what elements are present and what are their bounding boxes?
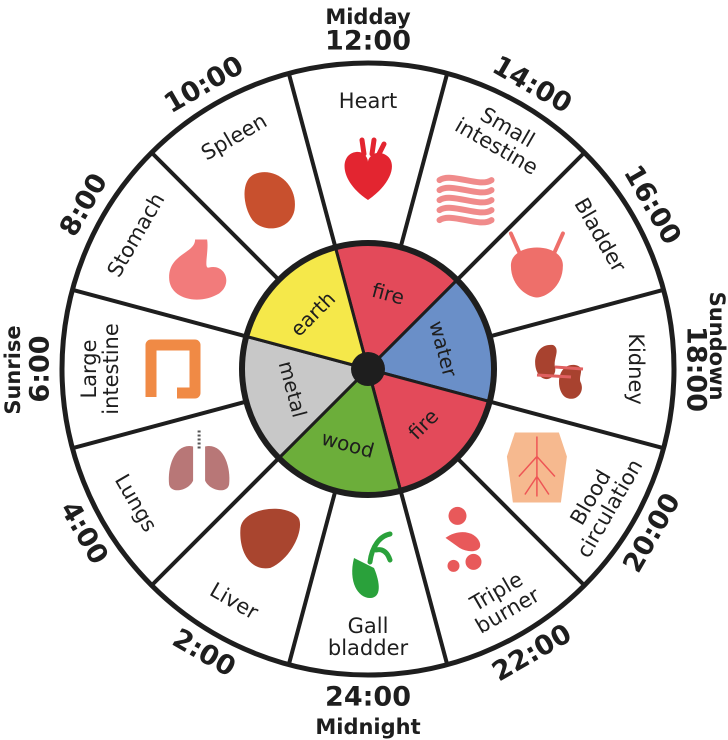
sundown-label: Sundown xyxy=(705,292,728,401)
sector-divider xyxy=(398,72,450,248)
sector-divider xyxy=(489,287,665,339)
center-hub xyxy=(351,352,385,386)
bladder-icon xyxy=(508,231,565,298)
large-intestine-icon xyxy=(145,339,201,399)
heart-icon xyxy=(344,137,392,200)
sector-divider xyxy=(398,490,450,666)
blood-circulation-icon xyxy=(506,432,567,503)
sector-divider xyxy=(71,287,247,339)
sector-divider xyxy=(286,72,338,248)
sector-divider xyxy=(455,456,586,587)
element-ring-border xyxy=(239,240,497,498)
small-intestine-icon xyxy=(436,174,495,226)
sector-divider xyxy=(286,490,338,666)
element-ring xyxy=(239,240,497,498)
sector-divider xyxy=(455,151,586,282)
sunrise-label: Sunrise xyxy=(1,325,25,414)
midday-label: Midday xyxy=(325,5,411,29)
midnight-label: Midnight xyxy=(315,715,420,739)
organ-label: Heart xyxy=(339,89,397,113)
sector-divider xyxy=(150,151,281,282)
organ-label: Gall bladder xyxy=(328,614,409,660)
triple-burner-icon xyxy=(445,506,482,572)
day-markers: Midday Midnight Sundown Sunrise xyxy=(1,5,728,739)
organ-icons xyxy=(145,137,584,598)
sector-divider xyxy=(71,399,247,451)
sector-divider xyxy=(150,456,281,587)
kidney-icon xyxy=(535,344,584,399)
lungs-icon xyxy=(168,430,230,491)
liver-icon xyxy=(240,508,301,569)
organ-label: Largeintestine xyxy=(77,323,123,415)
time-label: 12:00 xyxy=(325,26,411,57)
time-label: 18:00 xyxy=(681,326,712,412)
time-label: 24:00 xyxy=(325,682,411,713)
stomach-icon xyxy=(169,239,227,300)
spleen-icon xyxy=(244,172,295,229)
time-label: 6:00 xyxy=(25,335,56,402)
organ-label: Kidney xyxy=(624,333,648,405)
sector-divider xyxy=(489,399,665,451)
gall-bladder-icon xyxy=(352,531,393,598)
